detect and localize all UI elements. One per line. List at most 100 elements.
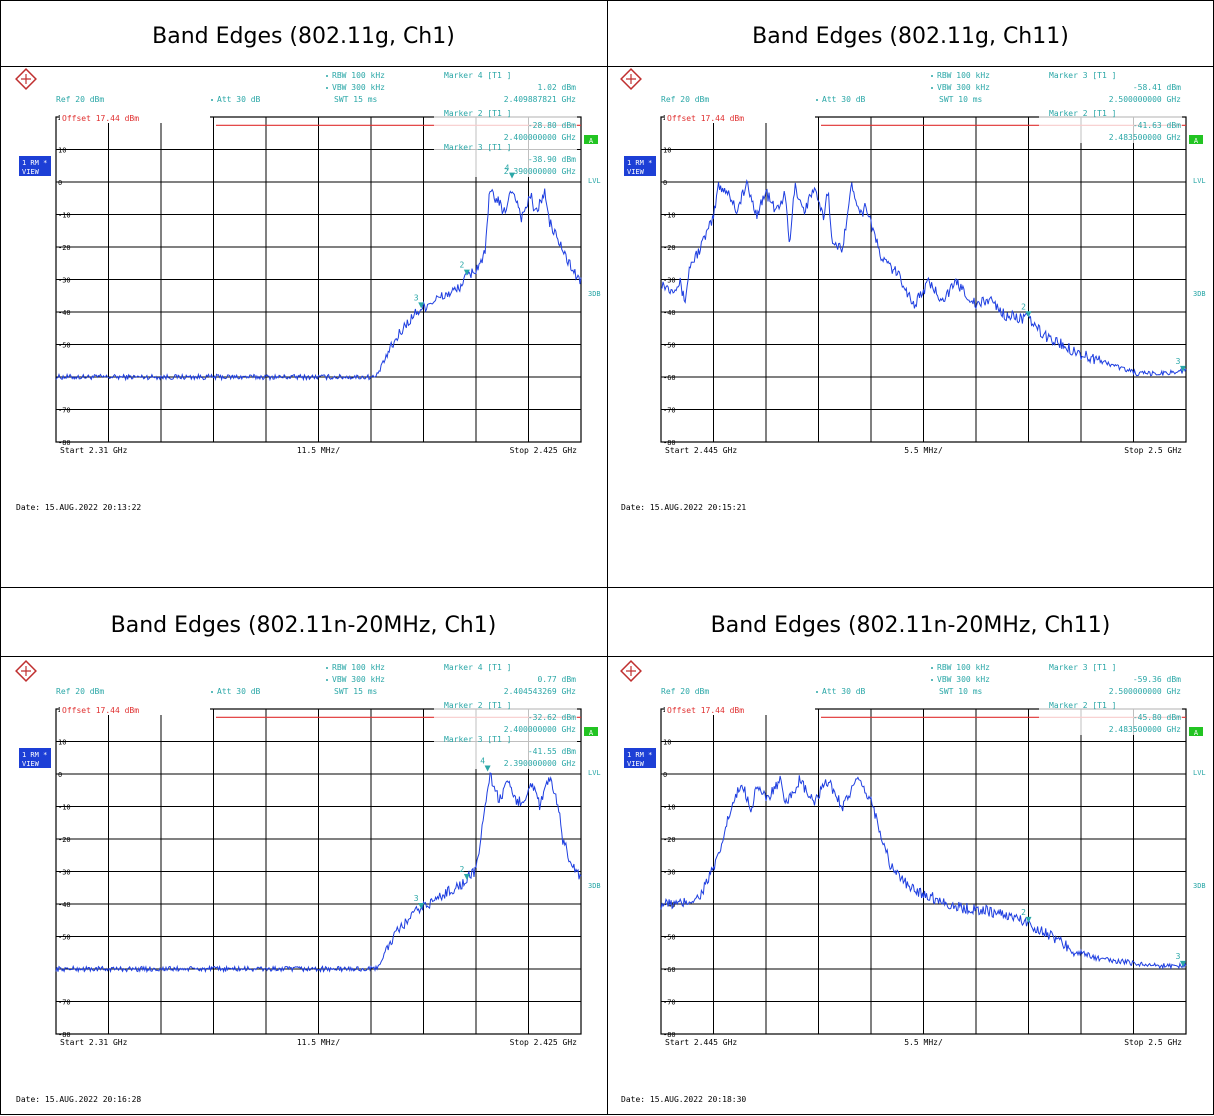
span-per-division: 5.5 MHz/ <box>904 1038 943 1047</box>
y-tick-label: 0 <box>663 771 667 779</box>
rs-logo <box>620 68 642 90</box>
marker-label: Marker 2 [T1 ] <box>444 701 511 710</box>
marker-label: Marker 2 [T1 ] <box>1049 109 1116 118</box>
marker-box-bg <box>434 143 577 177</box>
marker-number: 2 <box>459 865 464 874</box>
spectrum-chart: RBW 100 kHz VBW 300 kHz SWT 10 ms Ref 20 dB… <box>620 68 1206 512</box>
offset-label: Offset 17.44 dBm <box>62 706 139 715</box>
lvl-label: LVL <box>1193 769 1206 777</box>
y-tick-label: -70 <box>663 999 676 1007</box>
bullet-icon <box>931 75 933 77</box>
att-label: Att 30 dB <box>217 95 261 104</box>
trace-line <box>660 775 1187 971</box>
rbw-label: RBW 100 kHz <box>937 71 990 80</box>
stop-frequency: Stop 2.5 GHz <box>1124 446 1182 455</box>
att-label: Att 30 dB <box>822 687 866 696</box>
marker-value: -38.90 dBm <box>528 155 576 164</box>
marker-number: 3 <box>1176 952 1181 961</box>
spectrum-panel: RBW 100 kHz VBW 300 kHz SWT 10 ms Ref 20 dB… <box>609 68 1209 524</box>
trace-mode-label: 1 RM * <box>627 751 652 759</box>
marker-label: Marker 4 [T1 ] <box>444 71 511 80</box>
y-tick-label: -20 <box>58 836 71 844</box>
rs-logo-mark <box>21 74 31 84</box>
trace-view-label: VIEW <box>627 168 645 176</box>
att-label: Att 30 dB <box>822 95 866 104</box>
rbw-label: RBW 100 kHz <box>332 71 385 80</box>
trace-mode-box <box>19 748 51 768</box>
marker-label: Marker 3 [T1 ] <box>1049 71 1116 80</box>
span-per-division: 11.5 MHz/ <box>297 1038 341 1047</box>
marker-triangle <box>463 269 470 276</box>
start-frequency: Start 2.445 GHz <box>665 1038 737 1047</box>
swt-label: SWT 10 ms <box>939 95 983 104</box>
marker-box-bg <box>1039 701 1182 735</box>
date-stamp: Date: 15.AUG.2022 20:13:22 <box>16 503 141 512</box>
y-tick-label: -60 <box>663 966 676 974</box>
spectrum-chart: RBW 100 kHz VBW 300 kHz SWT 10 ms Ref 20 dB… <box>620 660 1206 1104</box>
spectrum-chart: RBW 100 kHz VBW 300 kHz SWT 15 ms Ref 20 dB… <box>15 68 601 512</box>
marker-triangle <box>463 874 470 881</box>
trace-view-label: VIEW <box>22 168 40 176</box>
bullet-icon <box>816 99 818 101</box>
stop-frequency: Stop 2.425 GHz <box>510 1038 578 1047</box>
marker-number: 4 <box>480 756 485 765</box>
bullet-icon <box>931 87 933 89</box>
marker-label: Marker 2 [T1 ] <box>444 109 511 118</box>
y-tick-label: -10 <box>663 804 676 812</box>
vbw-label: VBW 300 kHz <box>332 675 385 684</box>
marker-number: 3 <box>1176 357 1181 366</box>
y-tick-label: 0 <box>58 771 62 779</box>
vbw-label: VBW 300 kHz <box>937 675 990 684</box>
marker-number: 4 <box>505 164 510 173</box>
marker-number: 2 <box>459 261 464 270</box>
trace-line <box>660 178 1187 377</box>
marker-value: -45.80 dBm <box>1133 713 1181 722</box>
vbw-label: VBW 300 kHz <box>937 83 990 92</box>
marker-box-bg <box>1039 109 1182 143</box>
bullet-icon <box>931 679 933 681</box>
rs-logo-mark <box>626 666 636 676</box>
marker-triangle <box>484 765 491 772</box>
y-tick-label: -10 <box>58 804 71 812</box>
marker-frequency: 2.409887821 GHz <box>504 95 576 104</box>
y-tick-label: -20 <box>663 836 676 844</box>
db-label: 3DB <box>1193 290 1206 298</box>
marker-value: -58.41 dBm <box>1133 83 1181 92</box>
panel-title: Band Edges (802.11g, Ch1) <box>152 23 455 49</box>
spectrum-panel: RBW 100 kHz VBW 300 kHz SWT 15 ms Ref 20 dB… <box>4 660 604 1116</box>
rbw-label: RBW 100 kHz <box>332 663 385 672</box>
bullet-icon <box>326 667 328 669</box>
trace-view-label: VIEW <box>627 760 645 768</box>
y-tick-label: -30 <box>663 869 676 877</box>
marker-triangle <box>509 172 516 179</box>
rs-logo <box>15 660 37 682</box>
date-stamp: Date: 15.AUG.2022 20:18:30 <box>621 1095 746 1104</box>
y-tick-label: -50 <box>58 342 71 350</box>
bullet-icon <box>326 679 328 681</box>
a-indicator-box <box>584 135 598 144</box>
marker-value: 0.77 dBm <box>537 675 576 684</box>
y-tick-label: -40 <box>58 309 71 317</box>
a-indicator-box <box>1189 135 1203 144</box>
ref-label: Ref 20 dBm <box>56 687 104 696</box>
y-tick-label: -20 <box>663 244 676 252</box>
marker-frequency: 2.400000000 GHz <box>504 725 576 734</box>
panel-title: Band Edges (802.11g, Ch11) <box>752 23 1069 49</box>
span-per-division: 5.5 MHz/ <box>904 446 943 455</box>
marker-label: Marker 3 [T1 ] <box>444 735 511 744</box>
lvl-label: LVL <box>1193 177 1206 185</box>
a-indicator-label: A <box>589 729 594 737</box>
offset-label-bg <box>60 707 210 715</box>
y-tick-label: -80 <box>663 439 676 447</box>
offset-label: Offset 17.44 dBm <box>667 114 744 123</box>
swt-label: SWT 15 ms <box>334 687 378 696</box>
ref-label: Ref 20 dBm <box>56 95 104 104</box>
a-indicator-label: A <box>589 137 594 145</box>
marker-frequency: 2.390000000 GHz <box>504 759 576 768</box>
a-indicator-box <box>584 727 598 736</box>
rs-logo <box>620 660 642 682</box>
marker-label: Marker 4 [T1 ] <box>444 663 511 672</box>
bullet-icon <box>326 87 328 89</box>
trace-mode-box <box>624 748 656 768</box>
marker-value: -41.55 dBm <box>528 747 576 756</box>
